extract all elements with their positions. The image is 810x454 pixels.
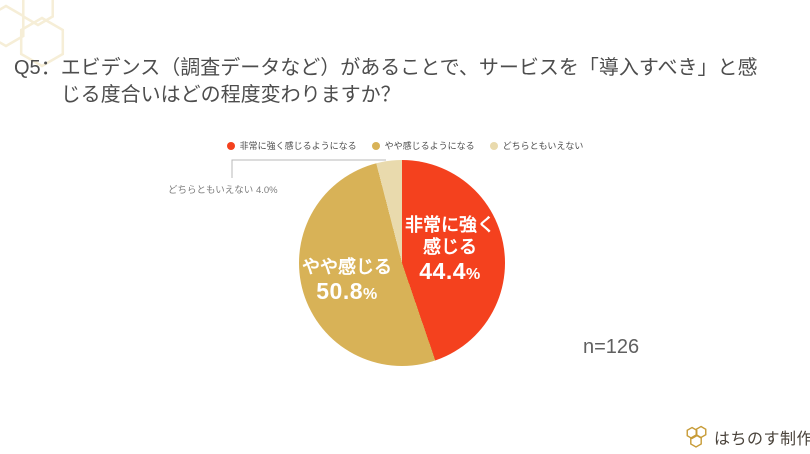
pie-slice-label-neutral: どちらともいえない 4.0%: [168, 185, 278, 196]
brand-logo-text: はちのす制作: [714, 431, 810, 448]
pie-slice-label-strongly: 非常に強く 感じる 44.4%: [405, 214, 495, 288]
honeycomb-logo-icon: [686, 425, 707, 448]
legend-label: 非常に強く感じるようになる: [239, 141, 357, 151]
slice-label-line: 非常に強く: [405, 215, 495, 235]
legend-dot-red-icon: [226, 141, 235, 150]
legend-label: どちらともいえない: [502, 141, 584, 151]
legend-dot-tan-icon: [489, 141, 498, 150]
legend-item-neutral: どちらともいえない: [489, 139, 584, 152]
legend-item-somewhat: やや感じるようになる: [371, 139, 475, 152]
question-text: エビデンス（調査データなど）があることで、サービスを「導入すべき」と感じる度合い…: [60, 57, 758, 106]
slice-label-line: やや感じる: [302, 257, 392, 277]
legend-item-strongly: 非常に強く感じるようになる: [226, 139, 357, 152]
legend-label: やや感じるようになる: [384, 141, 475, 151]
brand-logo: はちのす制作: [684, 424, 810, 450]
chart-legend: 非常に強く感じるようになる やや感じるようになる どちらともいえない: [0, 139, 810, 152]
pie-slice-label-somewhat: やや感じる 50.8%: [302, 256, 392, 308]
legend-dot-gold-icon: [371, 141, 380, 150]
sample-size-label: n=126: [583, 336, 640, 358]
slice-percentage: 44.4%: [419, 258, 481, 284]
pie-chart: [299, 160, 505, 366]
slice-percentage: 50.8%: [316, 278, 378, 304]
callout-leader-line: [231, 159, 386, 178]
slice-label-line: 感じる: [423, 237, 477, 257]
question-title: Q5： エビデンス（調査データなど）があることで、サービスを「導入すべき」と感じ…: [14, 55, 775, 109]
question-number: Q5：: [14, 57, 61, 79]
